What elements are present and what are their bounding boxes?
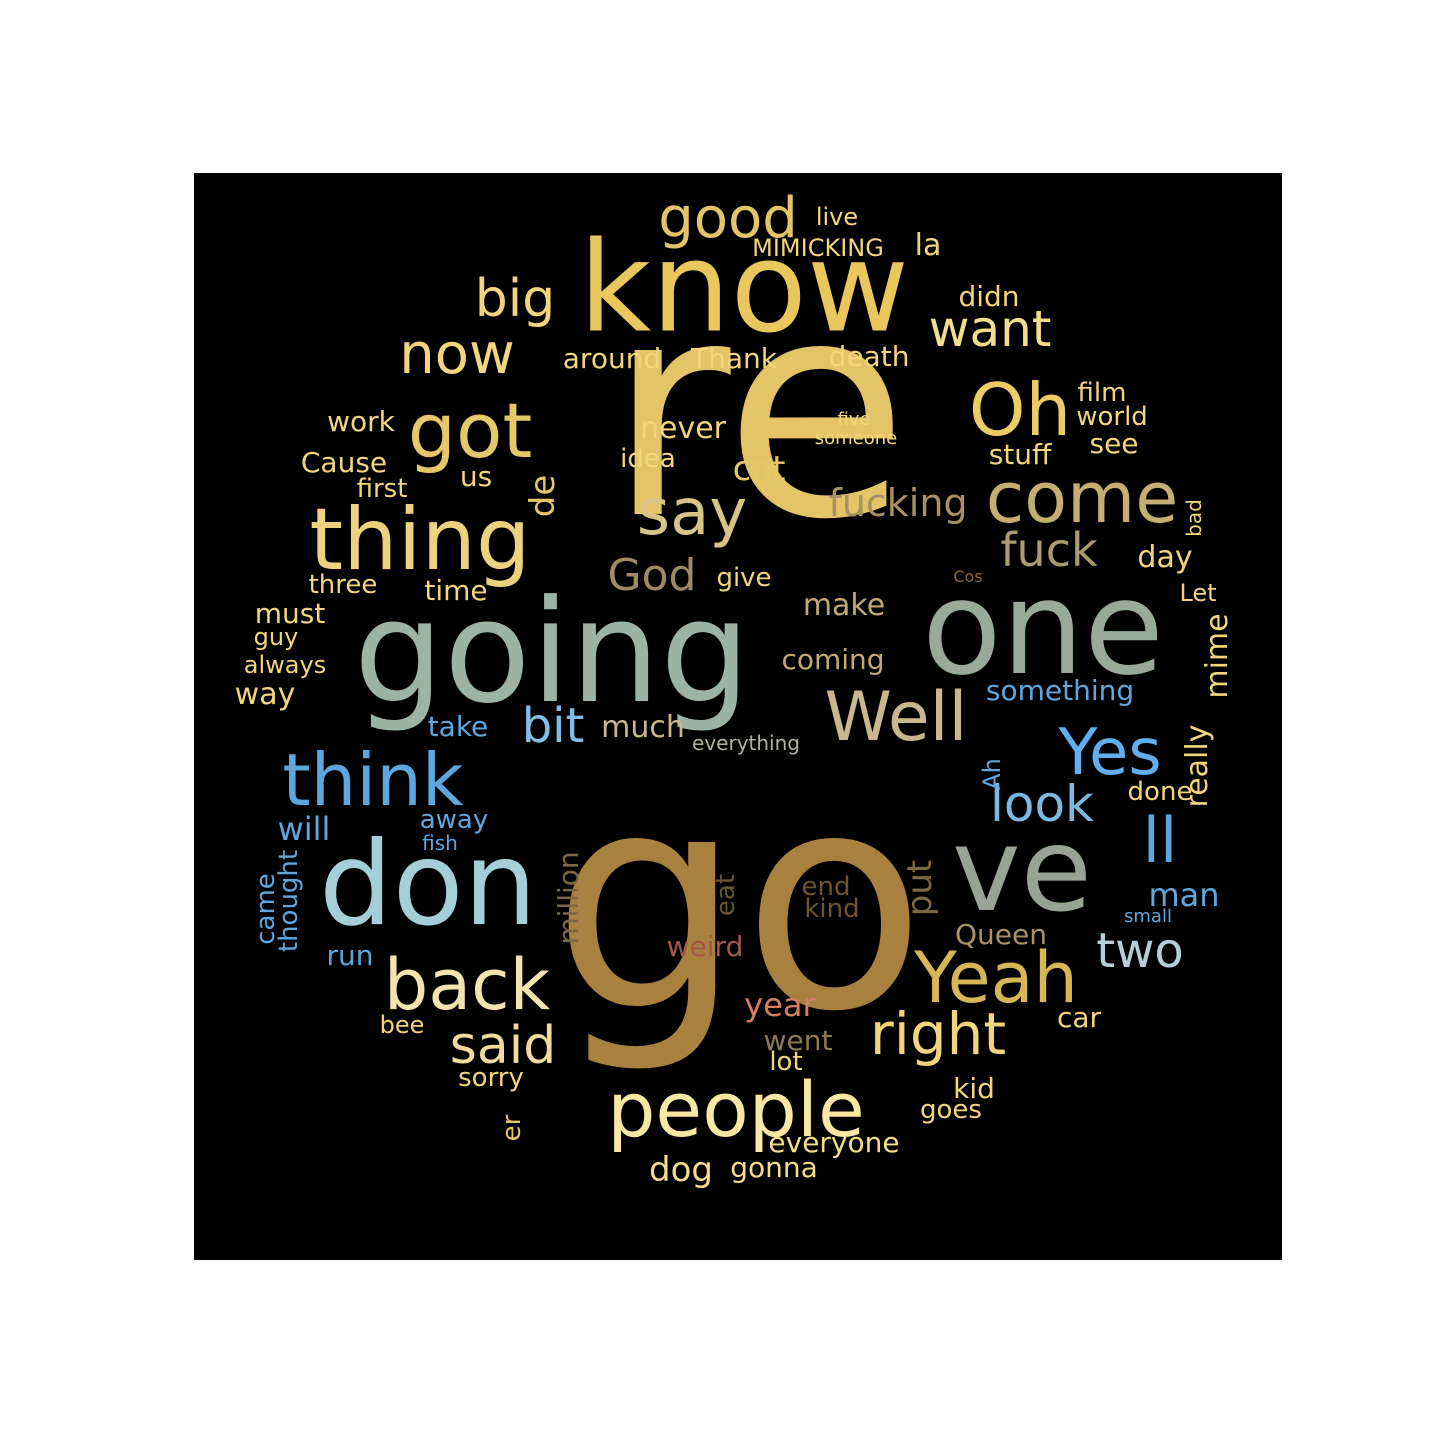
- word-stuff: stuff: [988, 438, 1052, 471]
- word-much: much: [601, 710, 685, 745]
- word-everything: everything: [692, 731, 800, 755]
- word-bit: bit: [521, 698, 585, 754]
- word-take: take: [427, 710, 489, 743]
- word-lot: lot: [769, 1047, 803, 1077]
- word-thought: thought: [274, 849, 304, 953]
- word-people: people: [607, 1065, 865, 1154]
- word-put: put: [900, 859, 940, 917]
- word-Ah: Ah: [978, 758, 1006, 790]
- word-run: run: [326, 939, 374, 972]
- word-goes: goes: [920, 1095, 982, 1125]
- word-million: million: [552, 851, 585, 945]
- word-car: car: [1056, 1001, 1102, 1034]
- word-fuck: fuck: [1000, 523, 1098, 577]
- word-re: re: [607, 236, 909, 585]
- word-ll: ll: [1142, 804, 1178, 877]
- word-kind: kind: [804, 894, 860, 924]
- word-bee: bee: [379, 1011, 425, 1039]
- word-world: world: [1076, 402, 1148, 432]
- word-film: film: [1077, 378, 1127, 408]
- word-make: make: [802, 588, 886, 623]
- word-Well: Well: [824, 678, 968, 757]
- word-er: er: [497, 1114, 527, 1142]
- word-someone: someone: [814, 428, 898, 449]
- word-death: death: [828, 340, 910, 373]
- word-thing: thing: [309, 490, 531, 590]
- word-come: come: [985, 457, 1179, 539]
- word-MIMICKING: MIMICKING: [752, 234, 884, 262]
- word-going: going: [353, 570, 751, 735]
- word-fish: fish: [422, 831, 458, 855]
- word-around: around: [562, 342, 662, 375]
- word-good: good: [658, 186, 798, 251]
- word-everyone: everyone: [768, 1126, 900, 1159]
- word-guy: guy: [253, 623, 299, 651]
- word-bad: bad: [1182, 499, 1206, 537]
- word-think: think: [282, 738, 464, 822]
- word-dog: dog: [649, 1150, 713, 1190]
- word-sorry: sorry: [458, 1063, 524, 1093]
- word-time: time: [424, 574, 488, 607]
- word-way: way: [234, 677, 296, 712]
- word-Yeah: Yeah: [914, 937, 1078, 1019]
- word-say: say: [636, 476, 748, 550]
- word-ve: ve: [951, 803, 1093, 938]
- word-don: don: [318, 817, 538, 952]
- word-two: two: [1096, 923, 1184, 979]
- word-see: see: [1089, 427, 1139, 460]
- word-Yes: Yes: [1058, 716, 1162, 790]
- word-kid: kid: [953, 1072, 995, 1105]
- word-something: something: [985, 674, 1135, 707]
- word-Oh: Oh: [968, 368, 1072, 452]
- word-Let: Let: [1179, 579, 1217, 607]
- word-year: year: [744, 986, 816, 1024]
- word-away: away: [419, 805, 489, 835]
- word-idea: idea: [620, 444, 676, 474]
- word-three: three: [308, 570, 378, 600]
- word-didn: didn: [958, 280, 1020, 313]
- word-know: know: [578, 215, 910, 361]
- word-man: man: [1148, 876, 1220, 914]
- word-went: went: [763, 1024, 833, 1057]
- word-live: live: [815, 203, 859, 231]
- word-big: big: [474, 269, 556, 329]
- word-back: back: [383, 944, 551, 1026]
- word-Thank: Thank: [691, 342, 777, 375]
- word-said: said: [449, 1016, 557, 1076]
- word-eat: eat: [711, 873, 741, 917]
- word-right: right: [869, 1000, 1007, 1068]
- word-always: always: [243, 651, 327, 679]
- word-la: la: [914, 228, 942, 263]
- word-done: done: [1127, 777, 1193, 807]
- word-first: first: [356, 474, 408, 504]
- word-gonna: gonna: [730, 1151, 818, 1184]
- word-one: one: [922, 552, 1164, 704]
- word-weird: weird: [666, 930, 744, 963]
- word-small: small: [1124, 906, 1172, 927]
- word-Cause: Cause: [300, 446, 388, 479]
- word-give: give: [716, 563, 772, 593]
- word-fucking: fucking: [828, 481, 968, 525]
- word-de: de: [523, 474, 563, 518]
- word-five: five: [837, 409, 871, 430]
- word-want: want: [928, 300, 1052, 358]
- word-go: go: [552, 728, 926, 1077]
- word-never: never: [639, 411, 727, 446]
- word-us: us: [459, 460, 493, 493]
- word-must: must: [254, 597, 326, 630]
- word-day: day: [1137, 540, 1193, 575]
- word-will: will: [277, 810, 331, 848]
- word-coming: coming: [781, 643, 885, 676]
- word-look: look: [989, 775, 1095, 833]
- word-mime: mime: [1200, 613, 1235, 699]
- word-got: got: [407, 386, 533, 475]
- word-cloud: re go know going one don ve thing people…: [194, 173, 1282, 1260]
- word-now: now: [399, 322, 515, 387]
- word-Cos: Cos: [953, 567, 983, 586]
- word-God: God: [607, 550, 697, 601]
- word-Queen: Queen: [955, 918, 1047, 951]
- word-work: work: [327, 405, 395, 438]
- word-cat: cat: [732, 449, 786, 489]
- word-end: end: [801, 872, 851, 902]
